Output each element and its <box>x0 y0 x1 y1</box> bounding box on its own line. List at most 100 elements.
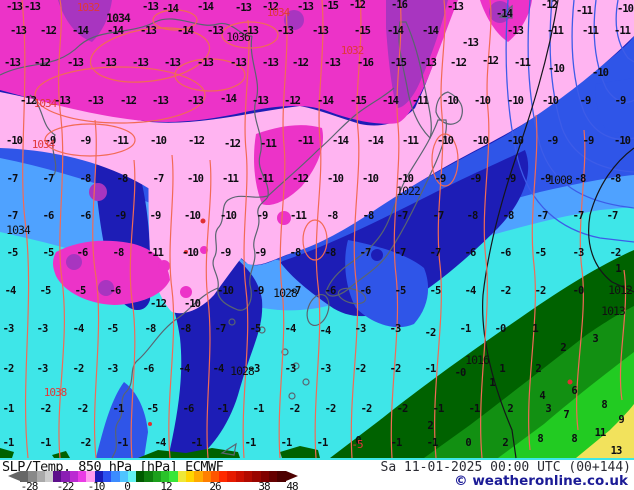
svg-text:-11: -11 <box>260 138 277 150</box>
scale-tick-label: 0 <box>124 480 131 490</box>
svg-text:-13: -13 <box>262 57 279 69</box>
svg-text:-1: -1 <box>245 437 256 449</box>
scale-segment <box>268 471 278 482</box>
svg-text:9: 9 <box>618 414 624 426</box>
scale-segment <box>111 471 120 482</box>
svg-text:11: 11 <box>595 427 606 439</box>
svg-text:-4: -4 <box>5 285 16 297</box>
svg-text:1: 1 <box>489 377 495 389</box>
svg-text:-10: -10 <box>150 135 167 147</box>
svg-text:-11: -11 <box>112 135 129 147</box>
svg-text:-13: -13 <box>187 95 204 107</box>
svg-text:-5: -5 <box>43 247 54 259</box>
svg-text:-2: -2 <box>3 363 14 375</box>
svg-text:-2: -2 <box>289 403 300 415</box>
scale-segment <box>53 471 62 482</box>
svg-text:1032: 1032 <box>341 44 364 57</box>
svg-text:-3: -3 <box>355 323 366 335</box>
scale-segment <box>235 471 245 482</box>
svg-text:-13: -13 <box>197 57 214 69</box>
svg-text:-9: -9 <box>150 210 161 222</box>
svg-text:-5: -5 <box>7 247 18 259</box>
svg-text:-10: -10 <box>6 135 23 147</box>
svg-text:1034: 1034 <box>6 223 31 237</box>
svg-text:-4: -4 <box>465 285 476 297</box>
svg-text:7: 7 <box>563 409 569 421</box>
svg-text:2: 2 <box>502 437 508 449</box>
svg-text:-12: -12 <box>188 135 205 147</box>
svg-text:-14: -14 <box>72 25 89 37</box>
svg-text:-15: -15 <box>350 95 367 107</box>
svg-text:2: 2 <box>535 363 541 375</box>
svg-text:-6: -6 <box>360 285 371 297</box>
svg-text:-10: -10 <box>617 3 634 15</box>
svg-text:-1: -1 <box>3 403 14 415</box>
svg-text:-11: -11 <box>576 5 593 17</box>
svg-text:0: 0 <box>465 437 471 449</box>
svg-text:-6: -6 <box>183 403 194 415</box>
scale-segment <box>20 471 29 482</box>
svg-text:2: 2 <box>427 420 433 432</box>
svg-text:4: 4 <box>539 390 545 402</box>
svg-text:-3: -3 <box>285 363 296 375</box>
svg-text:-5: -5 <box>107 323 118 335</box>
svg-text:-13: -13 <box>132 57 149 69</box>
svg-text:1038: 1038 <box>44 386 67 399</box>
svg-text:-8: -8 <box>113 247 124 259</box>
svg-text:-14: -14 <box>162 3 179 15</box>
svg-text:-2: -2 <box>77 403 88 415</box>
svg-text:-0: -0 <box>455 367 466 379</box>
svg-text:-11: -11 <box>402 135 419 147</box>
svg-text:-7: -7 <box>573 210 584 222</box>
svg-text:-9: -9 <box>583 135 594 147</box>
svg-text:-13: -13 <box>6 1 23 13</box>
svg-text:-10: -10 <box>472 135 489 147</box>
svg-text:-1: -1 <box>113 403 124 415</box>
svg-text:-13: -13 <box>24 1 41 13</box>
svg-text:-4: -4 <box>285 323 296 335</box>
scale-segment <box>260 471 269 482</box>
scale-tick-label: 38 <box>258 480 270 490</box>
svg-text:-13: -13 <box>312 25 329 37</box>
svg-text:-13: -13 <box>54 95 71 107</box>
svg-text:-2: -2 <box>73 363 84 375</box>
svg-text:-2: -2 <box>425 327 436 339</box>
svg-text:-13: -13 <box>164 57 181 69</box>
svg-text:-3: -3 <box>320 363 331 375</box>
svg-text:3: 3 <box>545 403 551 415</box>
svg-text:1: 1 <box>532 323 538 335</box>
svg-text:-13: -13 <box>252 95 269 107</box>
svg-text:-5: -5 <box>535 247 546 259</box>
svg-text:-9: -9 <box>580 95 591 107</box>
svg-text:-7: -7 <box>397 210 408 222</box>
svg-text:1012: 1012 <box>608 283 632 297</box>
svg-text:-14: -14 <box>496 8 513 20</box>
svg-text:-10: -10 <box>507 95 524 107</box>
scale-segment <box>277 471 286 482</box>
svg-text:-10: -10 <box>397 173 414 185</box>
svg-text:-8: -8 <box>575 173 586 185</box>
svg-text:-2: -2 <box>610 247 621 259</box>
svg-text:-13: -13 <box>67 57 84 69</box>
svg-text:-10: -10 <box>474 95 491 107</box>
isobar-lines-red <box>21 0 627 459</box>
svg-text:-9: -9 <box>220 247 231 259</box>
svg-text:-13: -13 <box>507 25 524 37</box>
svg-text:-1: -1 <box>317 437 328 449</box>
scale-tick-label: -28 <box>20 480 39 490</box>
svg-text:-7: -7 <box>395 247 406 259</box>
svg-text:-3: -3 <box>107 363 118 375</box>
svg-text:8: 8 <box>537 433 543 445</box>
svg-text:-2: -2 <box>40 403 51 415</box>
svg-text:-8: -8 <box>180 323 191 335</box>
svg-text:-14: -14 <box>317 95 334 107</box>
svg-text:-1: -1 <box>117 437 128 449</box>
svg-text:-7: -7 <box>360 247 371 259</box>
svg-text:-13: -13 <box>140 25 157 37</box>
svg-text:-10: -10 <box>187 173 204 185</box>
svg-text:-10: -10 <box>614 135 631 147</box>
svg-text:1028: 1028 <box>230 364 255 378</box>
svg-text:-5: -5 <box>351 438 363 451</box>
svg-text:-14: -14 <box>220 93 237 105</box>
svg-text:-1: -1 <box>3 437 14 449</box>
